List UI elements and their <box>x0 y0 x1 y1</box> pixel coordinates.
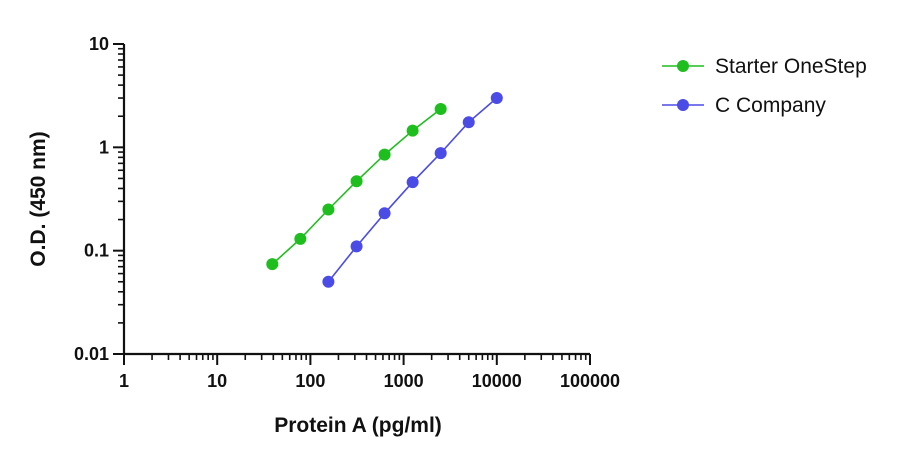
series-0 <box>266 102 447 271</box>
x-tick-label: 10 <box>207 371 227 391</box>
data-point <box>350 240 363 253</box>
x-tick-label: 100000 <box>560 371 620 391</box>
series-layer <box>266 92 503 288</box>
legend: Starter OneStep C Company <box>662 55 867 117</box>
x-tick-label: 10000 <box>472 371 522 391</box>
x-axis-title: Protein A (pg/ml) <box>274 414 442 437</box>
data-point <box>378 148 391 161</box>
legend-marker <box>677 99 689 111</box>
x-axis-ticks: 1 10 100 1000 10000 100000 <box>119 354 620 391</box>
x-tick-label: 100 <box>295 371 325 391</box>
y-axis-title: O.D. (450 nm) <box>27 131 50 266</box>
data-point <box>406 124 419 137</box>
legend-label: C Company <box>715 94 826 117</box>
data-point <box>434 147 447 160</box>
y-tick-label: 1 <box>99 137 109 157</box>
data-point <box>322 203 335 216</box>
y-tick-label: 0.01 <box>74 344 109 364</box>
legend-label: Starter OneStep <box>715 55 867 78</box>
x-tick-label: 1 <box>119 371 129 391</box>
legend-marker <box>677 60 689 72</box>
data-point <box>294 232 307 245</box>
legend-item-0: Starter OneStep <box>662 55 867 78</box>
data-point <box>350 175 363 188</box>
x-tick-label: 1000 <box>384 371 424 391</box>
y-tick-label: 0.1 <box>84 241 109 261</box>
legend-item-1: C Company <box>662 94 826 117</box>
data-point <box>462 116 475 129</box>
series-1 <box>322 92 503 288</box>
y-axis-ticks: 0.01 0.1 1 10 <box>74 34 124 364</box>
y-tick-label: 10 <box>89 34 109 54</box>
data-point <box>434 102 447 115</box>
data-point <box>322 275 335 288</box>
data-point <box>266 258 279 271</box>
data-point <box>378 207 391 220</box>
data-point <box>490 92 503 105</box>
data-point <box>406 176 419 189</box>
axes <box>122 44 590 356</box>
